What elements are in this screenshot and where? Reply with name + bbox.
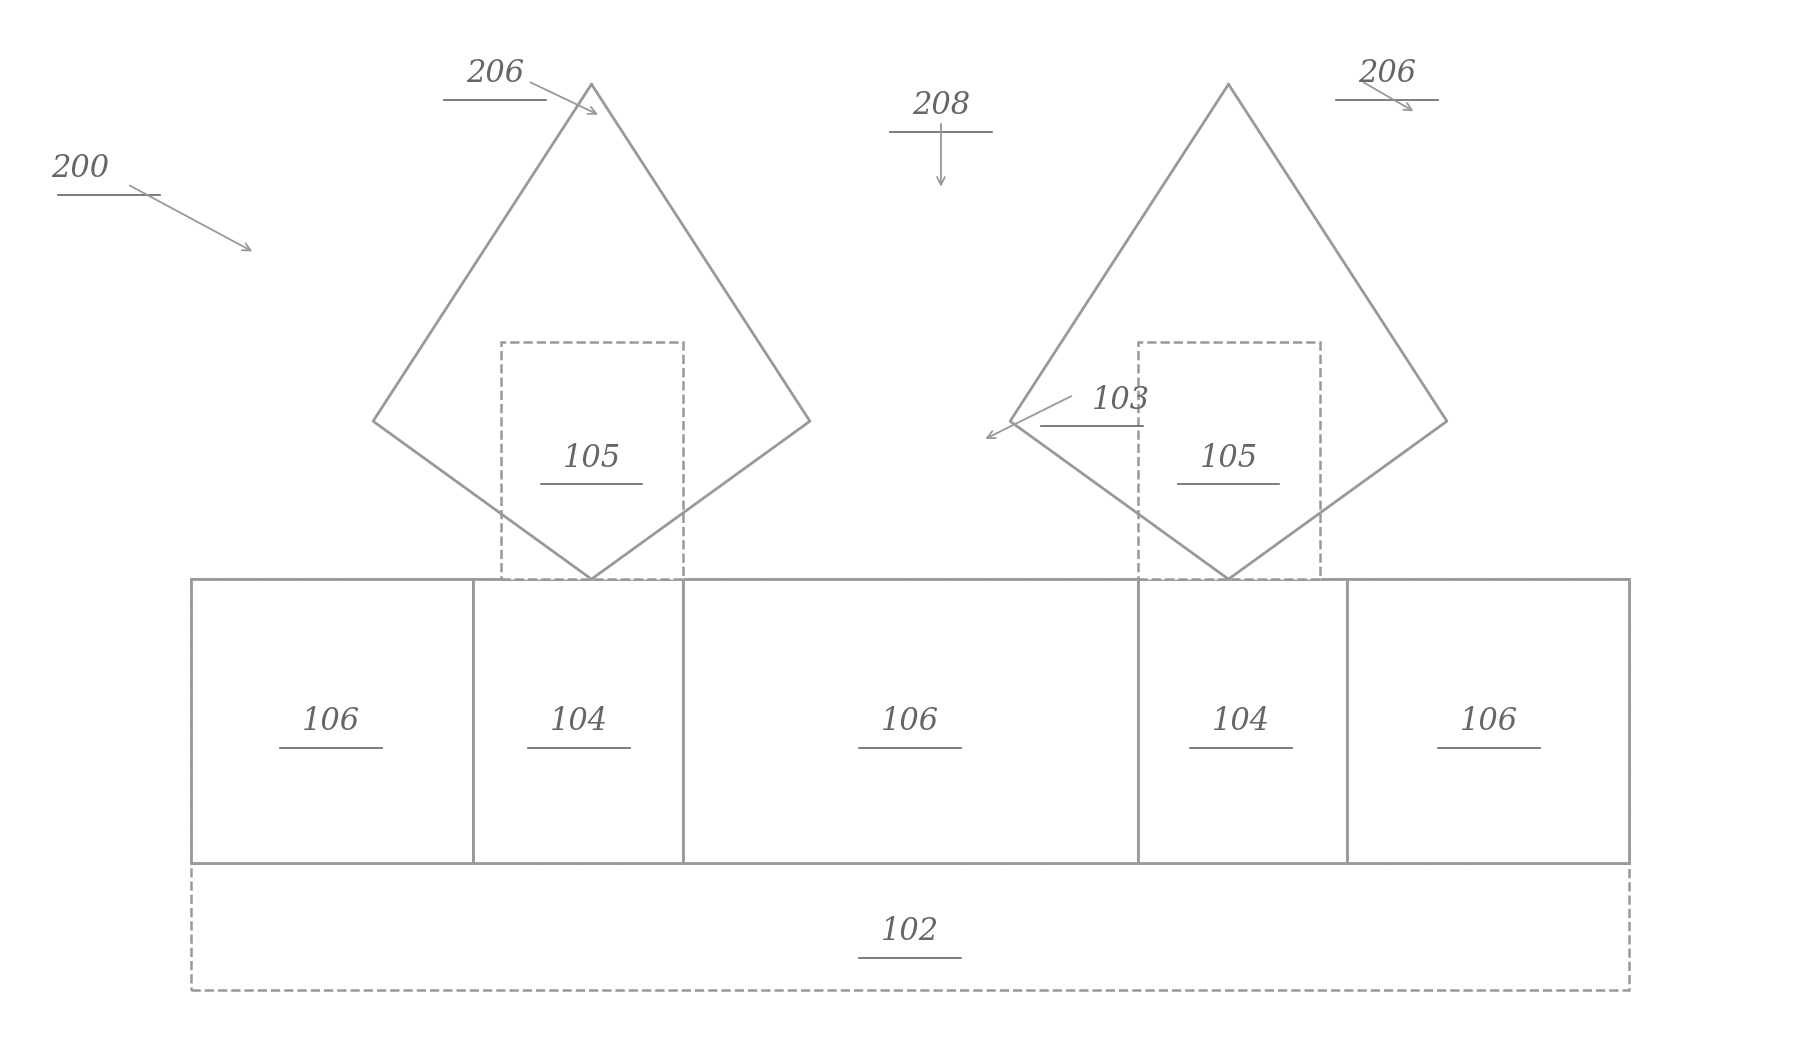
- Text: 106: 106: [1460, 706, 1518, 737]
- Text: 104: 104: [1212, 706, 1270, 737]
- Text: 103: 103: [1092, 384, 1150, 416]
- Bar: [191, 579, 1629, 863]
- Bar: [682, 579, 1138, 863]
- Bar: [1138, 342, 1320, 579]
- Text: 105: 105: [562, 442, 621, 474]
- Text: 206: 206: [466, 58, 524, 90]
- Bar: [501, 342, 682, 579]
- Text: 104: 104: [550, 706, 608, 737]
- Text: 102: 102: [881, 916, 939, 948]
- Text: 206: 206: [1358, 58, 1416, 90]
- Bar: [191, 579, 473, 863]
- Bar: [473, 579, 682, 863]
- Bar: [1138, 579, 1347, 863]
- Text: 208: 208: [912, 90, 970, 121]
- Bar: [1347, 579, 1629, 863]
- Bar: [191, 863, 1629, 990]
- Text: 200: 200: [51, 153, 109, 184]
- Text: 105: 105: [1199, 442, 1258, 474]
- Text: 106: 106: [881, 706, 939, 737]
- Text: 106: 106: [302, 706, 360, 737]
